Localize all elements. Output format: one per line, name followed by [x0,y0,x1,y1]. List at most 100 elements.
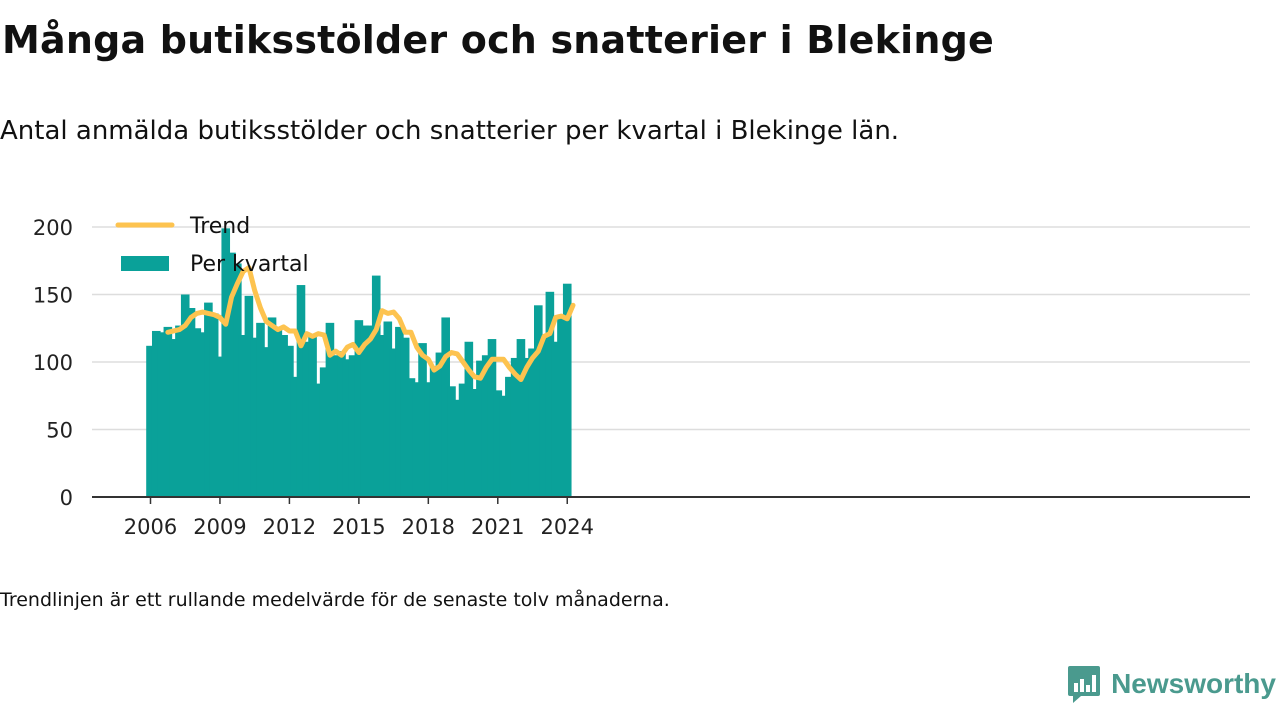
bar [331,355,341,497]
x-axis-ticks: 2006 2009 2012 2015 2018 2021 2024 [124,497,594,539]
bar [204,302,213,497]
bar [400,337,410,497]
bar [302,341,312,497]
legend-bars-swatch [121,256,169,271]
bar [383,321,393,497]
bar [464,341,474,497]
bar [429,366,439,497]
bar [180,294,190,497]
newsworthy-logo-icon [1068,666,1101,703]
y-axis-tick-labels: 0 50 100 150 200 [33,216,73,510]
bar [481,355,491,497]
bar [476,360,485,497]
bar [395,326,404,497]
trend-line [165,265,576,383]
bar [371,275,381,497]
bar [354,320,364,497]
bar [377,335,387,497]
x-tick-label: 2009 [193,515,246,539]
bar [499,395,508,497]
x-tick-label: 2015 [332,515,385,539]
bar [273,326,283,497]
bar [233,263,242,497]
x-tick-label: 2021 [471,515,524,539]
bar [146,345,155,497]
bar [192,328,202,497]
bar [186,308,196,497]
bar [244,295,254,497]
y-tick-label: 100 [33,351,73,375]
legend: Trend Per kvartal [115,214,309,277]
bar [534,305,543,497]
bar [412,382,422,497]
y-tick-label: 0 [60,486,73,510]
x-tick-label: 2006 [124,515,177,539]
bar [441,317,450,497]
bar [366,325,375,497]
bar [290,376,300,497]
bar [528,348,537,497]
bar [447,386,456,497]
bar [551,341,560,497]
bar [279,335,288,497]
bar [510,357,520,497]
chart-title: Många butiksstölder och snatterier i Ble… [2,18,994,62]
y-tick-label: 50 [46,419,73,443]
bar [163,326,173,497]
bar [418,343,427,497]
bar [389,348,398,497]
bar [337,351,346,497]
brand-name: Newsworthy [1111,668,1276,699]
bar [314,383,323,497]
bar [319,367,329,497]
bar [516,339,526,497]
chart-subtitle: Antal anmälda butiksstölder och snatteri… [0,116,900,146]
bar [360,325,369,497]
bar [267,317,277,497]
x-tick-label: 2018 [402,515,455,539]
legend-trend-label: Trend [189,214,250,239]
footnote: Trendlinjen är ett rullande medelvärde f… [0,589,670,611]
bar [238,335,248,497]
bar [522,357,532,497]
y-tick-label: 150 [33,284,73,308]
bar [458,383,468,497]
bar [261,347,271,497]
bar [348,355,358,497]
bar [505,376,514,497]
bar [296,285,306,497]
y-tick-label: 200 [33,216,73,240]
bar [545,291,555,497]
bar [256,322,265,497]
bar [342,359,352,497]
bar [198,332,207,497]
bar [562,283,572,497]
bar [250,337,259,497]
bar [308,336,317,497]
bar [557,316,566,497]
bar [285,345,294,497]
bar [209,313,219,497]
bar [227,252,236,497]
bar [406,378,416,497]
legend-bars-label: Per kvartal [190,252,309,277]
bar [221,228,231,497]
bar [493,390,503,497]
brand-logo: Newsworthy [1067,664,1276,704]
x-tick-label: 2012 [263,515,316,539]
bar [470,389,479,497]
bar [151,330,161,497]
bar [169,339,178,497]
bar [325,322,335,497]
bar-series [146,228,572,497]
chart: 0 50 100 150 200 2006 2009 2012 2015 2018 2021 202… [33,214,1250,539]
bar [487,339,497,497]
bar [157,332,167,497]
bar [424,382,433,497]
bar [452,399,462,497]
bar [539,336,549,497]
x-tick-label: 2024 [541,515,594,539]
bar [215,356,225,497]
bar [435,352,445,497]
bar [175,325,184,497]
